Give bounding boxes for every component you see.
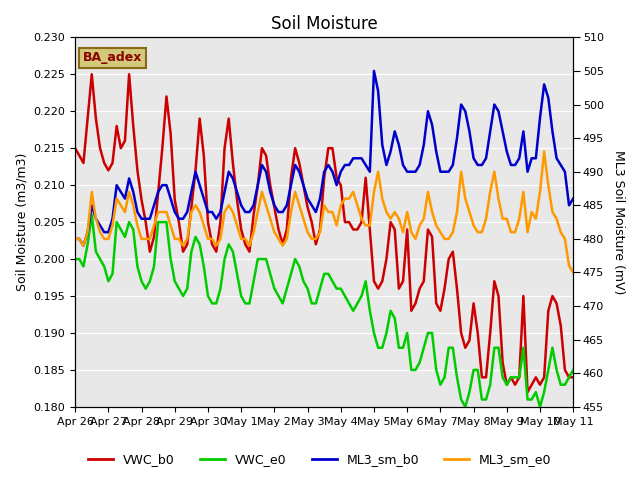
VWC_e0 xyxy=(287,271,295,277)
ML3_sm_e0 xyxy=(71,236,79,242)
ML3_sm_e0 xyxy=(283,236,291,242)
ML3_sm_b0 xyxy=(570,196,577,202)
ML3_sm_b0 xyxy=(287,182,295,188)
Y-axis label: ML3 Soil Moisture (mV): ML3 Soil Moisture (mV) xyxy=(612,150,625,294)
ML3_sm_e0 xyxy=(408,229,415,235)
ML3_sm_b0 xyxy=(125,176,133,181)
ML3_sm_e0 xyxy=(383,209,390,215)
VWC_b0 xyxy=(191,168,199,173)
Line: ML3_sm_b0: ML3_sm_b0 xyxy=(75,71,573,246)
VWC_b0 xyxy=(88,72,95,77)
ML3_sm_b0 xyxy=(391,129,399,134)
VWC_b0 xyxy=(125,72,133,77)
VWC_e0 xyxy=(412,367,419,373)
VWC_e0 xyxy=(191,234,199,240)
VWC_e0 xyxy=(461,404,469,410)
VWC_b0 xyxy=(71,145,79,151)
ML3_sm_b0 xyxy=(416,162,424,168)
VWC_b0 xyxy=(524,389,531,395)
ML3_sm_b0 xyxy=(191,169,199,175)
ML3_sm_e0 xyxy=(536,189,544,195)
ML3_sm_b0 xyxy=(71,236,79,242)
ML3_sm_e0 xyxy=(188,209,195,215)
Y-axis label: Soil Moisture (m3/m3): Soil Moisture (m3/m3) xyxy=(15,153,28,291)
VWC_b0 xyxy=(570,374,577,380)
VWC_e0 xyxy=(387,308,394,313)
VWC_e0 xyxy=(88,212,95,217)
Line: VWC_b0: VWC_b0 xyxy=(75,74,573,392)
ML3_sm_b0 xyxy=(79,243,87,249)
ML3_sm_b0 xyxy=(545,95,552,101)
VWC_e0 xyxy=(545,367,552,373)
Line: VWC_e0: VWC_e0 xyxy=(75,215,573,407)
Text: BA_adex: BA_adex xyxy=(83,51,142,64)
ML3_sm_e0 xyxy=(540,149,548,155)
ML3_sm_e0 xyxy=(570,270,577,276)
VWC_b0 xyxy=(545,308,552,313)
VWC_e0 xyxy=(71,256,79,262)
VWC_b0 xyxy=(412,300,419,306)
Title: Soil Moisture: Soil Moisture xyxy=(271,15,378,33)
ML3_sm_e0 xyxy=(121,209,129,215)
VWC_e0 xyxy=(570,367,577,373)
VWC_b0 xyxy=(287,175,295,180)
Legend: VWC_b0, VWC_e0, ML3_sm_b0, ML3_sm_e0: VWC_b0, VWC_e0, ML3_sm_b0, ML3_sm_e0 xyxy=(83,448,557,471)
VWC_b0 xyxy=(387,219,394,225)
VWC_e0 xyxy=(125,219,133,225)
ML3_sm_b0 xyxy=(370,68,378,74)
Line: ML3_sm_e0: ML3_sm_e0 xyxy=(75,152,573,273)
